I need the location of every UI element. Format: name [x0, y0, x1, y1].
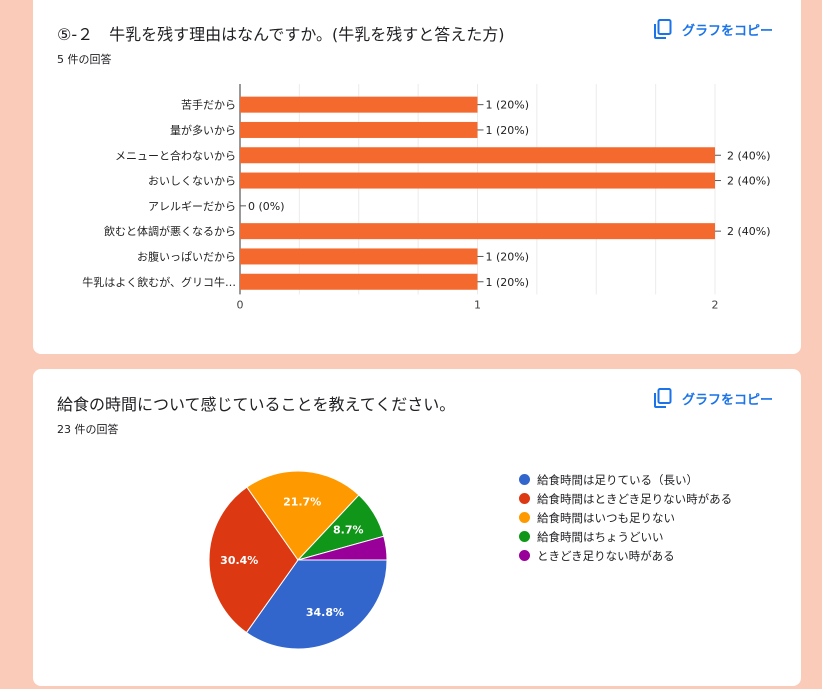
copy-icon: [653, 19, 672, 39]
pie-slice: [208, 486, 299, 634]
bar: [240, 172, 715, 189]
category-label: お腹いっぱいだから: [137, 249, 236, 263]
legend-item: 給食時間はいつも足りない: [519, 508, 732, 527]
legend-swatch: [519, 512, 530, 523]
data-label: 2 (40%): [727, 175, 771, 188]
legend-label: 給食時間はちょうどいい: [537, 529, 664, 544]
pie-slice: [246, 470, 360, 561]
data-label: 1 (20%): [486, 276, 530, 289]
legend-item: 給食時間はときどき足りない時がある: [519, 489, 732, 508]
legend-swatch: [519, 531, 530, 542]
legend-swatch: [519, 550, 530, 561]
data-label: 1 (20%): [486, 124, 530, 137]
x-tick-label: 0: [237, 298, 244, 311]
category-label: 牛乳はよく飲むが、グリコ牛…: [82, 275, 236, 289]
legend-label: 給食時間はときどき足りない時がある: [537, 491, 733, 506]
legend-item: 給食時間はちょうどいい: [519, 527, 732, 546]
bar: [240, 223, 715, 240]
bar: [240, 121, 478, 138]
legend-label: 給食時間は足りている（長い）: [537, 472, 698, 487]
pie-slice: [297, 535, 388, 561]
response-count: 23 件の回答: [57, 423, 119, 436]
bar: [240, 273, 478, 290]
bar-chart-card: ⑤-２ 牛乳を残す理由はなんですか。(牛乳を残すと答えた方) 5 件の回答 グラ…: [33, 0, 801, 354]
question-title: ⑤-２ 牛乳を残す理由はなんですか。(牛乳を残すと答えた方): [57, 25, 505, 44]
pie-legend: 給食時間は足りている（長い） 給食時間はときどき足りない時がある 給食時間はいつも足…: [519, 470, 732, 565]
pie-slice-label: 34.8%: [306, 606, 344, 619]
pie-slice-label: 8.7%: [333, 524, 364, 537]
legend-swatch: [519, 493, 530, 504]
pie-slice-label: 30.4%: [220, 554, 258, 567]
pie-chart-card: 給食の時間について感じていることを教えてください。 23 件の回答 グラフをコピ…: [33, 369, 801, 686]
category-label: 飲むと体調が悪くなるから: [104, 224, 236, 238]
data-label: 2 (40%): [727, 225, 771, 238]
data-label: 1 (20%): [486, 99, 530, 112]
copy-chart-button[interactable]: グラフをコピー: [653, 19, 773, 39]
category-label: 苦手だから: [181, 98, 236, 112]
bar: [240, 147, 715, 164]
pie-slice-label: 21.7%: [283, 495, 321, 508]
copy-icon: [653, 388, 672, 408]
data-label: 1 (20%): [486, 250, 530, 263]
category-label: おいしくないから: [148, 175, 236, 188]
legend-label: 給食時間はいつも足りない: [537, 510, 675, 525]
bar-chart: 0 1 2 苦手だから 1 (20%) 量が多いから 1 (20%) メニューと合わないから 2…: [82, 84, 771, 311]
legend-swatch: [519, 474, 530, 485]
data-label: 2 (40%): [727, 149, 771, 162]
legend-item: 給食時間は足りている（長い）: [519, 470, 732, 489]
x-tick-label: 2: [712, 298, 719, 311]
category-label: 量が多いから: [170, 123, 236, 137]
x-tick-label: 1: [474, 298, 481, 311]
legend-label: ときどき足りない時がある: [537, 548, 675, 563]
pie-slice: [245, 559, 388, 650]
pie-chart: 34.8% 30.4% 21.7% 8.7%: [208, 470, 388, 650]
data-label: 0 (0%): [248, 200, 285, 213]
copy-chart-label: グラフをコピー: [681, 23, 773, 39]
category-label: メニューと合わないから: [115, 148, 236, 162]
bar: [240, 248, 478, 265]
copy-chart-label: グラフをコピー: [681, 392, 773, 408]
copy-chart-button[interactable]: グラフをコピー: [653, 388, 773, 408]
bar: [240, 96, 478, 113]
category-label: アレルギーだから: [148, 200, 236, 213]
response-count: 5 件の回答: [57, 53, 112, 66]
legend-item: ときどき足りない時がある: [519, 546, 732, 565]
question-title: 給食の時間について感じていることを教えてください。: [57, 395, 456, 414]
